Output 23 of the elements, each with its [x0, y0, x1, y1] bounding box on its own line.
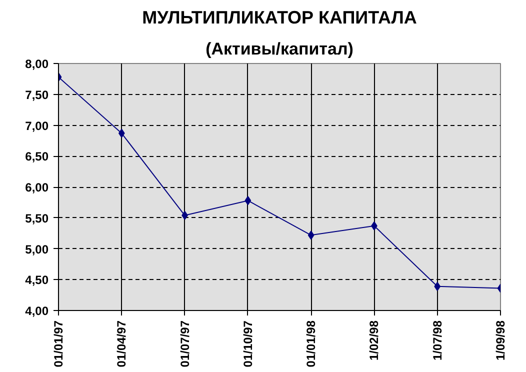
chart-title: МУЛЬТИПЛИКАТОР КАПИТАЛА	[142, 8, 417, 28]
x-tick-label: 1/02/98	[367, 320, 382, 361]
y-tick-label: 7,00	[25, 118, 49, 133]
x-tick-label: 01/04/97	[114, 320, 129, 368]
chart-subtitle: (Активы/капитал)	[206, 40, 354, 58]
point	[308, 230, 314, 240]
y-tick-label: 8,00	[25, 57, 49, 71]
x-tick-label: 1/09/98	[494, 320, 508, 361]
y-tick-label: 6,50	[25, 150, 49, 164]
y-tick-label: 4,00	[25, 304, 49, 318]
x-tick-label: 01/07/97	[178, 320, 192, 368]
y-tick-label: 7,50	[25, 88, 49, 102]
y-tick-label: 5,00	[25, 242, 49, 256]
point	[244, 196, 252, 206]
x-tick-label: 01/10/97	[240, 320, 255, 368]
x-tick-label: 01/01/98	[304, 320, 318, 368]
x-tick-label: 01/01/97	[52, 320, 66, 368]
y-tick-label: 4,50	[25, 273, 49, 288]
y-tick-label: 5,50	[25, 211, 49, 226]
point	[118, 128, 125, 138]
x-tick-label: 1/07/98	[430, 320, 444, 361]
y-tick-label: 6,00	[25, 180, 49, 194]
point	[434, 282, 441, 291]
